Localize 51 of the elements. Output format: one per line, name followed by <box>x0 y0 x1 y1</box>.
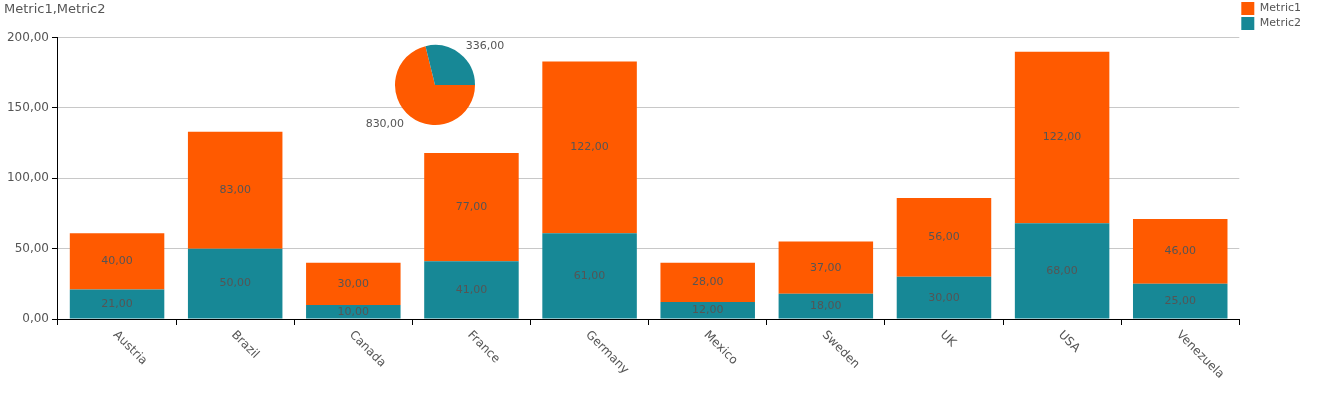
data-label: 56,00 <box>928 230 960 244</box>
data-label: 83,00 <box>219 183 251 197</box>
bar <box>306 304 401 319</box>
data-label: 50,00 <box>219 276 251 290</box>
bar <box>1014 223 1110 319</box>
bar <box>69 233 165 290</box>
data-label: 336,00 <box>465 38 505 52</box>
bar <box>660 262 755 303</box>
chart-title: Metric1,Metric2 <box>4 1 106 17</box>
bar <box>424 152 519 262</box>
data-label: 41,00 <box>455 282 488 296</box>
data-label: 30,00 <box>337 276 370 290</box>
data-label: 28,00 <box>691 275 724 289</box>
data-label: 10,00 <box>337 304 370 318</box>
y-tick-label: 0,00 <box>22 311 49 326</box>
data-label: 61,00 <box>573 268 606 282</box>
bar <box>424 261 519 319</box>
bar <box>306 262 401 305</box>
bar <box>660 302 755 319</box>
data-label: 68,00 <box>1046 263 1078 277</box>
bar <box>778 241 874 294</box>
data-label: 830,00 <box>365 117 405 131</box>
bar <box>187 248 283 319</box>
x-tick-label: UK <box>937 327 961 350</box>
bar <box>1132 283 1228 319</box>
data-label: 122,00 <box>570 140 609 154</box>
data-label: 18,00 <box>810 298 842 312</box>
bar <box>187 131 283 249</box>
data-label: 122,00 <box>1042 130 1082 144</box>
y-tick-label: 150,00 <box>6 100 49 115</box>
data-label: 12,00 <box>691 303 724 317</box>
legend-label: Metric1 <box>1259 1 1302 15</box>
y-tick-label: 100,00 <box>6 170 49 185</box>
bar <box>778 293 874 319</box>
data-label: 25,00 <box>1164 294 1196 308</box>
data-label: 37,00 <box>810 260 842 274</box>
data-label: 21,00 <box>101 296 133 310</box>
bar <box>896 198 992 277</box>
y-tick-label: 50,00 <box>14 240 49 255</box>
bar <box>1014 51 1110 224</box>
legend-label: Metric2 <box>1259 16 1302 30</box>
data-label: 46,00 <box>1164 244 1196 258</box>
bar <box>896 276 992 319</box>
bar <box>69 289 165 319</box>
data-label: 30,00 <box>928 290 960 304</box>
bar <box>1132 219 1228 284</box>
y-tick-label: 200,00 <box>6 29 49 44</box>
data-label: 77,00 <box>455 200 488 213</box>
bar <box>542 61 637 234</box>
data-label: 40,00 <box>101 254 133 268</box>
bar <box>542 233 637 319</box>
